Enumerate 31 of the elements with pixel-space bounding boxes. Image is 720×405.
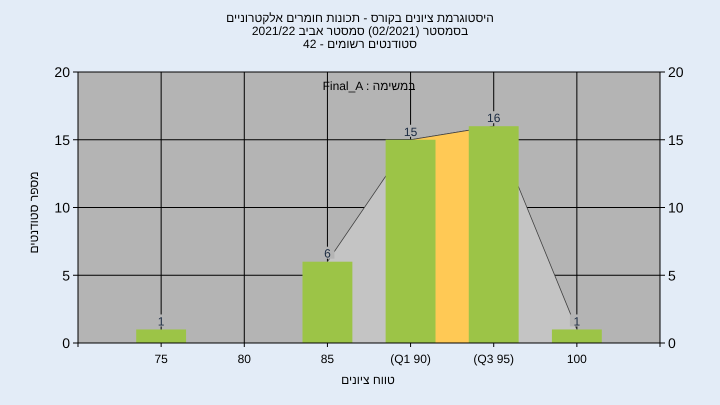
y2-tick-label: 5: [668, 267, 676, 284]
bar: [386, 140, 436, 343]
x-tick-label: (Q1 90): [390, 352, 431, 366]
x-tick-label: 80: [238, 352, 252, 366]
y-tick-label: 10: [54, 200, 70, 216]
y-tick-label: 0: [62, 335, 70, 351]
x-tick-label: 85: [320, 352, 334, 366]
y2-tick-label: 10: [668, 200, 684, 216]
data-label: 1: [574, 314, 581, 328]
x-tick-label: 75: [154, 352, 168, 366]
y-tick-label: 5: [62, 267, 70, 284]
data-label: 1: [158, 314, 165, 328]
y-tick-label: 20: [54, 64, 70, 80]
chart-title: היסטוגרמת ציונים בקורס - תכונות חומרים אלקטרוניים: [226, 11, 494, 25]
bar: [136, 329, 186, 343]
chart-subtitle: בסמסטר (02/2021) סמסטר אביב 2021/22: [252, 24, 468, 38]
text: סטודנטים רשומים - 42: [303, 37, 418, 51]
bar: [468, 126, 519, 343]
data-label: 15: [404, 124, 418, 139]
bar: [302, 262, 352, 343]
y2-tick-label: 15: [668, 132, 684, 148]
data-label: 6: [324, 246, 332, 261]
bar: [552, 329, 602, 343]
y2-tick-label: 20: [668, 64, 684, 80]
x-tick-label: 100: [566, 352, 588, 366]
y-tick-label: 15: [54, 132, 70, 148]
data-label: 16: [487, 111, 501, 126]
y2-tick-label: 0: [668, 335, 676, 351]
x-tick-label: (Q3 95): [473, 352, 514, 366]
x-axis-title: טווח ציונים: [341, 373, 396, 387]
y-axis-title: מספר סטודנטים: [27, 171, 41, 254]
